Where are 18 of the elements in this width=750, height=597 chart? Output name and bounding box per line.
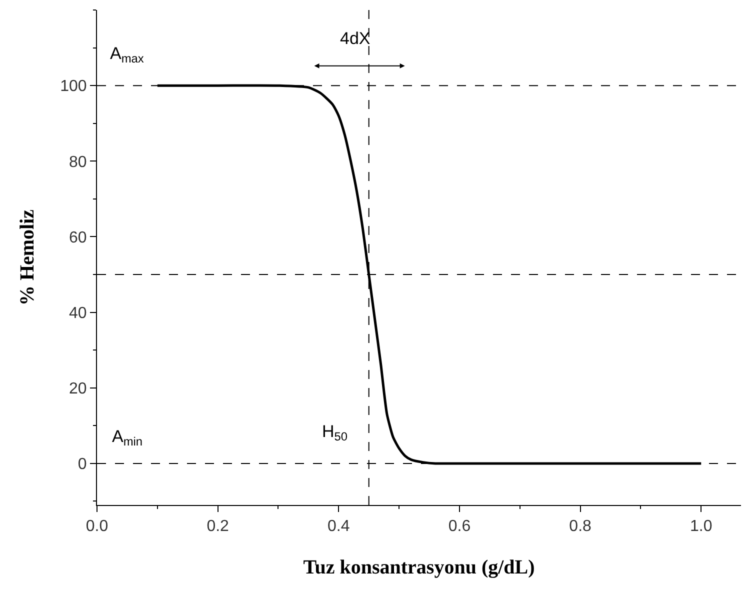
annotation: H$_{50}$	[322, 422, 348, 444]
x-tick-label: 0.8	[569, 518, 592, 536]
x-tick-label: 1.0	[690, 518, 712, 536]
y-axis-title: % Hemoliz	[16, 209, 39, 306]
x-axis-title: Tuz konsantrasyonu (g/dL)	[303, 556, 535, 579]
x-tick-label: 0.6	[448, 518, 471, 536]
y-tick-label: 100	[60, 78, 87, 96]
y-tick-label: 60	[69, 229, 87, 246]
x-tick-label: 0.0	[86, 518, 108, 536]
annotation: 4dX	[340, 29, 370, 48]
x-tick-label: 0.4	[328, 518, 350, 536]
y-tick-label: 0	[78, 456, 87, 474]
annotation: A$_{max}$	[110, 44, 144, 66]
y-tick-label: 40	[69, 304, 87, 322]
y-tick-label: 20	[69, 380, 87, 398]
annotation: A$_{min}$	[112, 427, 143, 449]
y-tick-label: 80	[69, 154, 87, 171]
x-tick-label: 0.2	[206, 518, 230, 536]
